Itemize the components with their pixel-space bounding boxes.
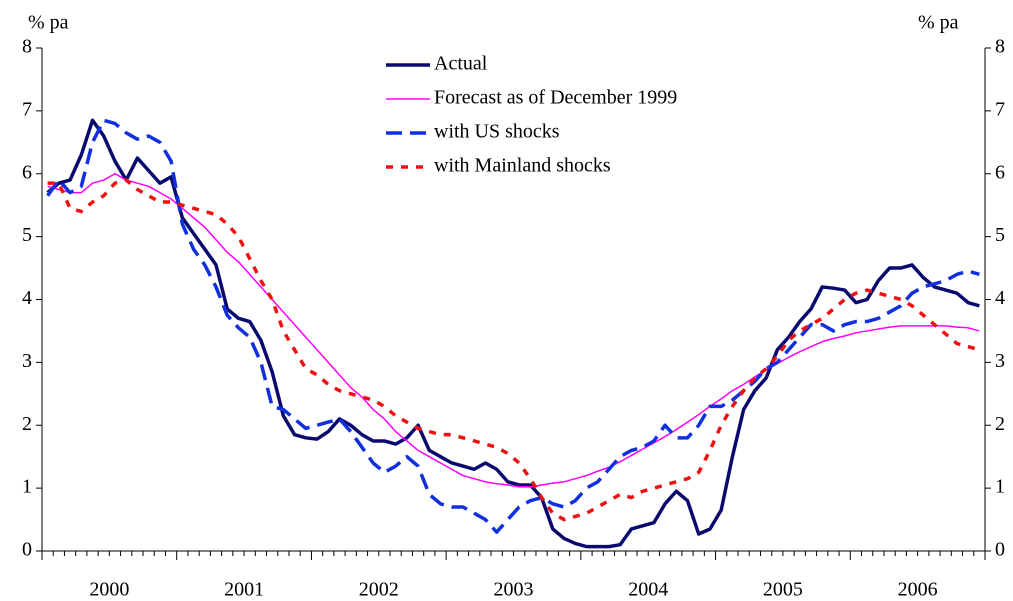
y2-tick-label: 1 <box>995 476 1005 498</box>
legend-label: with US shocks <box>434 121 560 143</box>
x-tick-label: 2006 <box>898 579 938 601</box>
legend-label: with Mainland shocks <box>434 155 611 177</box>
series-line <box>47 178 980 522</box>
y-tick-label: 8 <box>22 36 32 58</box>
y2-tick-label: 8 <box>995 36 1005 58</box>
legend-label: Forecast as of December 1999 <box>434 87 677 109</box>
y-tick-label: 3 <box>22 350 32 372</box>
x-tick-label: 2004 <box>628 579 668 601</box>
x-tick-label: 2005 <box>763 579 803 601</box>
series-line <box>46 118 980 534</box>
y-axis-label: % pa <box>28 12 69 34</box>
y2-tick-label: 6 <box>995 161 1005 183</box>
x-tick-label: 2001 <box>224 579 264 601</box>
legend-label: Actual <box>434 53 488 75</box>
y2-tick-label: 0 <box>995 539 1005 561</box>
series-line <box>46 118 980 549</box>
y2-tick-label: 7 <box>995 98 1005 120</box>
y2-axis-label: % pa <box>918 12 959 34</box>
y-tick-label: 6 <box>22 161 32 183</box>
x-tick-label: 2002 <box>359 579 399 601</box>
y2-tick-label: 2 <box>995 413 1005 435</box>
y-tick-label: 2 <box>22 413 32 435</box>
y-tick-label: 5 <box>22 224 32 246</box>
y2-tick-label: 4 <box>995 287 1005 309</box>
y2-tick-label: 5 <box>995 224 1005 246</box>
y-tick-label: 0 <box>22 539 32 561</box>
y-tick-label: 4 <box>22 287 32 309</box>
y-tick-label: 7 <box>22 98 32 120</box>
y-tick-label: 1 <box>22 476 32 498</box>
x-tick-label: 2003 <box>494 579 534 601</box>
series-line <box>47 173 980 488</box>
x-tick-label: 2000 <box>89 579 129 601</box>
y2-tick-label: 3 <box>995 350 1005 372</box>
